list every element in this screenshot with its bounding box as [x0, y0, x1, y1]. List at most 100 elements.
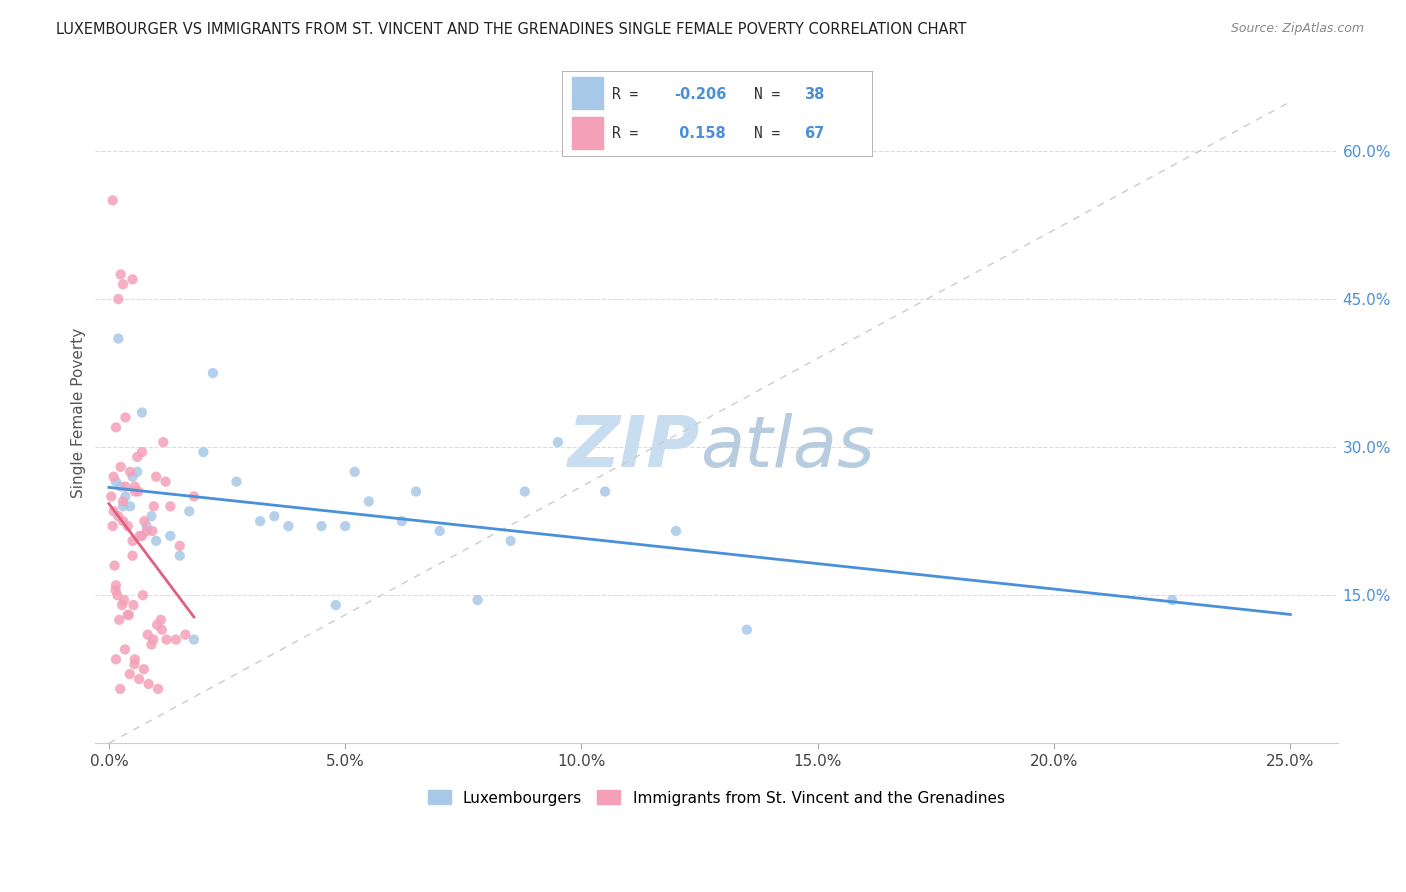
Point	[159, 529, 181, 543]
Point	[104, 578, 127, 592]
Point	[103, 469, 125, 483]
Point	[101, 519, 124, 533]
Text: 67: 67	[804, 126, 824, 141]
Point	[112, 514, 135, 528]
Point	[155, 632, 177, 647]
Point	[122, 598, 145, 612]
Point	[118, 607, 141, 622]
Point	[357, 494, 380, 508]
Point	[131, 529, 153, 543]
Point	[132, 662, 155, 676]
Point	[112, 277, 135, 292]
Point	[104, 583, 127, 598]
Point	[141, 524, 163, 538]
Point	[124, 479, 146, 493]
Bar	[572, 117, 603, 149]
Point	[146, 617, 169, 632]
Point	[499, 533, 522, 548]
Point	[134, 514, 156, 528]
Point	[201, 366, 224, 380]
Point	[183, 490, 205, 504]
Point	[104, 652, 127, 666]
Point	[135, 519, 157, 533]
Point	[124, 484, 146, 499]
Point	[114, 479, 136, 493]
Point	[159, 500, 181, 514]
Point	[513, 484, 536, 499]
Point	[100, 490, 122, 504]
Legend: Luxembourgers, Immigrants from St. Vincent and the Grenadines: Luxembourgers, Immigrants from St. Vince…	[422, 784, 1011, 812]
Point	[593, 484, 616, 499]
Point	[110, 268, 132, 282]
Point	[136, 627, 159, 641]
Point	[124, 657, 146, 672]
Point	[152, 435, 174, 450]
Point	[665, 524, 688, 538]
Point	[467, 593, 489, 607]
Point	[141, 509, 163, 524]
Text: N =: N =	[754, 126, 789, 141]
Point	[135, 524, 157, 538]
Point	[103, 504, 125, 518]
Point	[142, 632, 165, 647]
Point	[112, 500, 135, 514]
Point	[104, 475, 127, 489]
Point	[150, 623, 173, 637]
Point	[128, 672, 150, 686]
Point	[114, 410, 136, 425]
Point	[169, 549, 191, 563]
Point	[149, 613, 172, 627]
Point	[193, 445, 215, 459]
Point	[169, 539, 191, 553]
Point	[1161, 593, 1184, 607]
Text: R =: R =	[612, 87, 647, 102]
Point	[104, 420, 127, 434]
Point	[311, 519, 333, 533]
Text: R =: R =	[612, 126, 647, 141]
Point	[146, 681, 169, 696]
Point	[110, 681, 132, 696]
Point	[112, 494, 135, 508]
Point	[120, 500, 142, 514]
Point	[107, 509, 129, 524]
Point	[155, 475, 177, 489]
Point	[179, 504, 201, 518]
Point	[735, 623, 758, 637]
Point	[117, 607, 139, 622]
Point	[112, 593, 135, 607]
Text: LUXEMBOURGER VS IMMIGRANTS FROM ST. VINCENT AND THE GRENADINES SINGLE FEMALE POV: LUXEMBOURGER VS IMMIGRANTS FROM ST. VINC…	[56, 22, 967, 37]
Point	[110, 459, 132, 474]
Point	[107, 292, 129, 306]
Point	[132, 588, 155, 602]
Point	[131, 445, 153, 459]
Point	[121, 533, 143, 548]
Point	[107, 332, 129, 346]
Text: N =: N =	[754, 87, 789, 102]
Text: ZIP: ZIP	[568, 413, 700, 482]
Point	[138, 677, 160, 691]
Point	[128, 529, 150, 543]
Point	[108, 613, 131, 627]
Point	[343, 465, 366, 479]
Point	[547, 435, 569, 450]
Point	[103, 558, 125, 573]
Point	[117, 519, 139, 533]
Text: -0.206: -0.206	[673, 87, 725, 102]
Point	[174, 627, 197, 641]
Point	[121, 469, 143, 483]
Text: atlas: atlas	[700, 413, 875, 482]
Point	[105, 588, 128, 602]
Point	[249, 514, 271, 528]
Point	[121, 549, 143, 563]
Point	[145, 533, 167, 548]
Point	[127, 465, 149, 479]
Point	[127, 484, 149, 499]
Point	[429, 524, 451, 538]
Bar	[572, 78, 603, 110]
Point	[335, 519, 357, 533]
Point	[263, 509, 285, 524]
Point	[124, 652, 146, 666]
Point	[121, 272, 143, 286]
Point	[277, 519, 299, 533]
Y-axis label: Single Female Poverty: Single Female Poverty	[72, 327, 86, 498]
